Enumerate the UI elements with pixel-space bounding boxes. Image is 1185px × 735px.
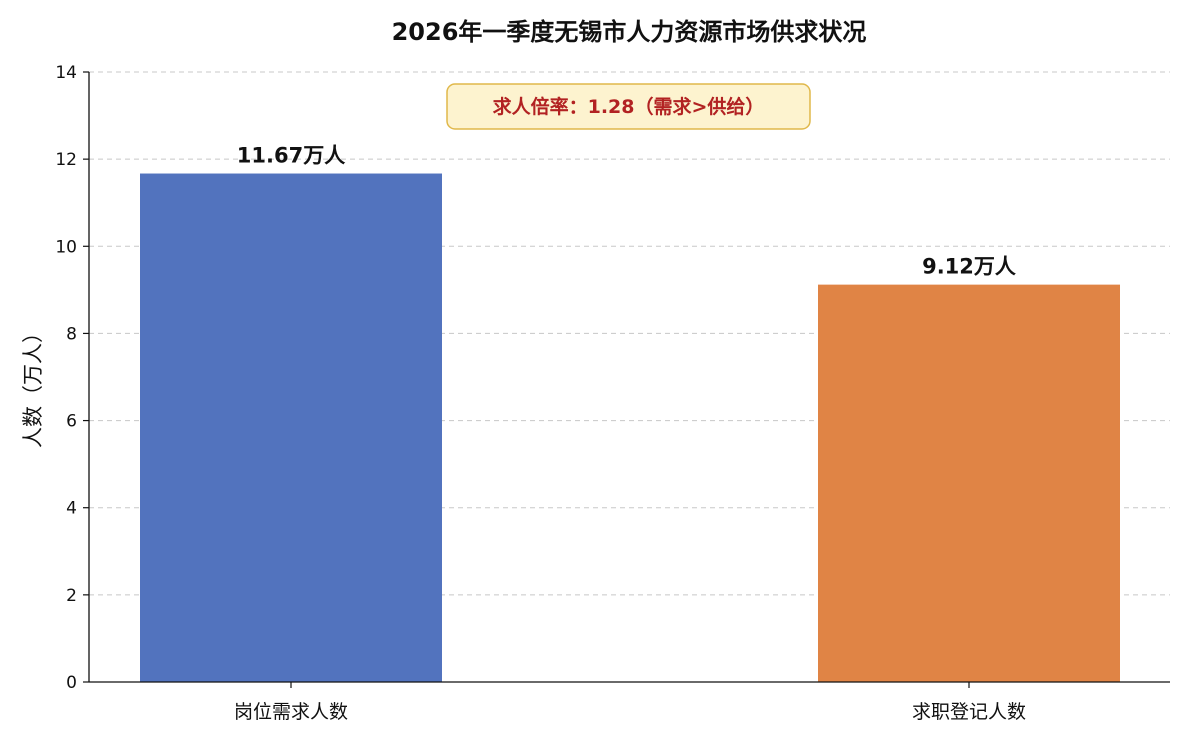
y-tick-label: 6 xyxy=(66,412,77,432)
y-tick-label: 8 xyxy=(66,324,77,344)
ratio-annotation: 求人倍率：1.28（需求>供给） xyxy=(446,83,811,130)
y-axis-label: 人数（万人） xyxy=(21,322,45,448)
chart-title: 2026年一季度无锡市人力资源市场供求状况 xyxy=(392,18,867,46)
data-labels: 11.67万人 9.12万人 xyxy=(237,144,1016,279)
bar-1 xyxy=(140,173,442,682)
x-axis-ticks: 岗位需求人数 求职登记人数 xyxy=(234,682,1026,723)
bars xyxy=(140,173,1120,682)
y-tick-label: 0 xyxy=(66,673,77,693)
y-axis-ticks: 0 2 4 6 8 10 12 14 xyxy=(55,63,89,693)
annotation-text: 求人倍率：1.28（需求>供给） xyxy=(493,95,765,118)
x-tick-label: 岗位需求人数 xyxy=(234,701,348,723)
annotation-box xyxy=(446,83,811,130)
data-label-2: 9.12万人 xyxy=(922,255,1016,279)
data-label-1: 11.67万人 xyxy=(237,144,345,168)
y-tick-label: 14 xyxy=(55,63,77,83)
y-tick-label: 4 xyxy=(66,499,77,519)
y-tick-label: 12 xyxy=(55,150,77,170)
y-tick-label: 10 xyxy=(55,237,77,257)
y-tick-label: 2 xyxy=(66,586,77,606)
bar-2 xyxy=(818,284,1120,682)
x-tick-label: 求职登记人数 xyxy=(912,701,1026,723)
